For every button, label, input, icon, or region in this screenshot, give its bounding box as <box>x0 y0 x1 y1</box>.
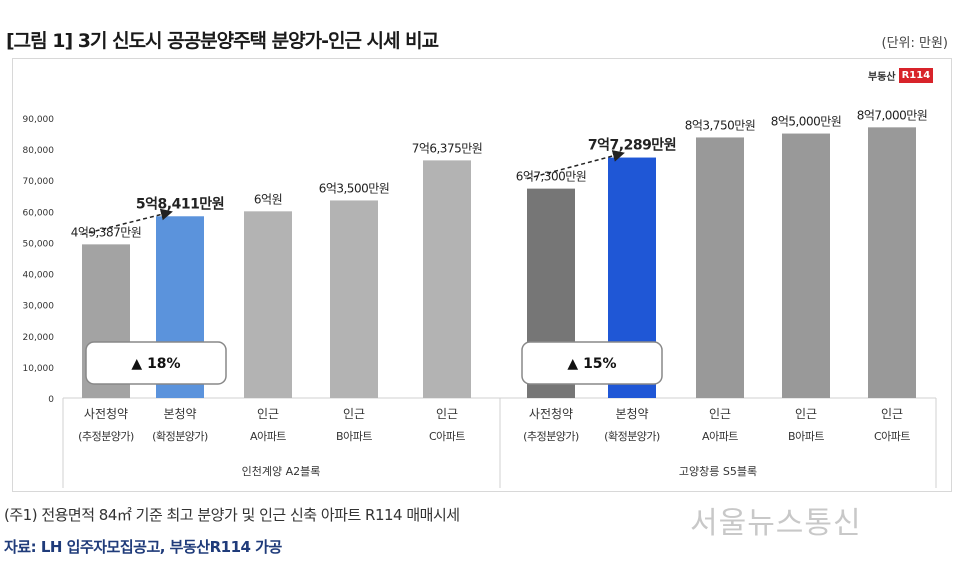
data-label: 7억7,289만원 <box>588 138 676 154</box>
source: 자료: LH 입주자모집공고, 부동산R114 가공 <box>4 538 282 556</box>
bar <box>868 127 916 398</box>
r114-logo: 부동산 R114 <box>868 68 934 83</box>
category-label: 인근 <box>881 407 903 421</box>
category-label: 인근 <box>436 407 458 421</box>
bar <box>244 211 292 398</box>
data-label: 8억5,000만원 <box>771 115 842 129</box>
data-label: 6억원 <box>254 192 282 206</box>
y-tick-label: 20,000 <box>23 333 55 343</box>
bar <box>782 133 830 399</box>
change-callout <box>85 341 227 385</box>
y-tick-label: 90,000 <box>23 115 55 125</box>
category-label: (추정분양가) <box>523 430 579 443</box>
category-label: 본청약 <box>615 406 648 421</box>
data-label: 8억7,000만원 <box>857 108 928 122</box>
watermark: 서울뉴스통신 <box>690 506 862 541</box>
bar <box>696 137 744 398</box>
category-label: 인근 <box>795 407 817 421</box>
category-label: C아파트 <box>874 430 910 443</box>
trend-arrow <box>81 208 173 236</box>
data-label: 6억7,300만원 <box>516 170 587 184</box>
data-label: 7억6,375만원 <box>412 141 483 155</box>
page-title: [그림 1] 3기 신도시 공공분양주택 분양가-인근 시세 비교 <box>6 30 439 52</box>
change-callout <box>521 341 663 385</box>
y-tick-label: 10,000 <box>23 364 55 374</box>
data-label: 5억8,411만원 <box>136 196 224 212</box>
logo-text: 부동산 <box>868 72 896 83</box>
change-label: ▲ 15% <box>567 356 616 372</box>
category-label: 인근 <box>257 407 279 421</box>
category-label: B아파트 <box>788 430 824 443</box>
category-label: 사전청약 <box>84 406 128 421</box>
group-label: 인천계양 A2블록 <box>242 464 321 478</box>
category-label: (확정분양가) <box>604 430 660 443</box>
category-label: 사전청약 <box>529 406 573 421</box>
data-label: 8억3,750만원 <box>685 118 756 132</box>
category-label: (확정분양가) <box>152 430 208 443</box>
bar <box>330 200 378 398</box>
data-label: 6억3,500만원 <box>319 181 390 195</box>
category-label: A아파트 <box>702 430 738 443</box>
logo-badge: R114 <box>898 68 934 83</box>
category-label: 본청약 <box>163 406 196 421</box>
change-label: ▲ 18% <box>131 356 180 372</box>
category-label: 인근 <box>343 407 365 421</box>
y-tick-label: 30,000 <box>23 302 55 312</box>
y-tick-label: 0 <box>48 395 54 405</box>
y-tick-label: 70,000 <box>23 177 55 187</box>
category-label: B아파트 <box>336 430 372 443</box>
category-label: (추정분양가) <box>78 430 134 443</box>
y-tick-label: 80,000 <box>23 146 55 156</box>
category-label: A아파트 <box>250 430 286 443</box>
y-tick-label: 60,000 <box>23 208 55 218</box>
unit-label: (단위: 만원) <box>881 36 949 51</box>
footnote: (주1) 전용면적 84㎡ 기준 최고 분양가 및 인근 신축 아파트 R114… <box>4 506 460 524</box>
y-tick-label: 50,000 <box>23 239 55 249</box>
category-label: C아파트 <box>429 430 465 443</box>
group-label: 고양창릉 S5블록 <box>679 465 757 478</box>
trend-arrow <box>526 150 625 180</box>
y-tick-label: 40,000 <box>23 271 55 281</box>
category-label: 인근 <box>709 407 731 421</box>
bar <box>423 160 471 398</box>
data-label: 4억9,387만원 <box>71 225 142 239</box>
